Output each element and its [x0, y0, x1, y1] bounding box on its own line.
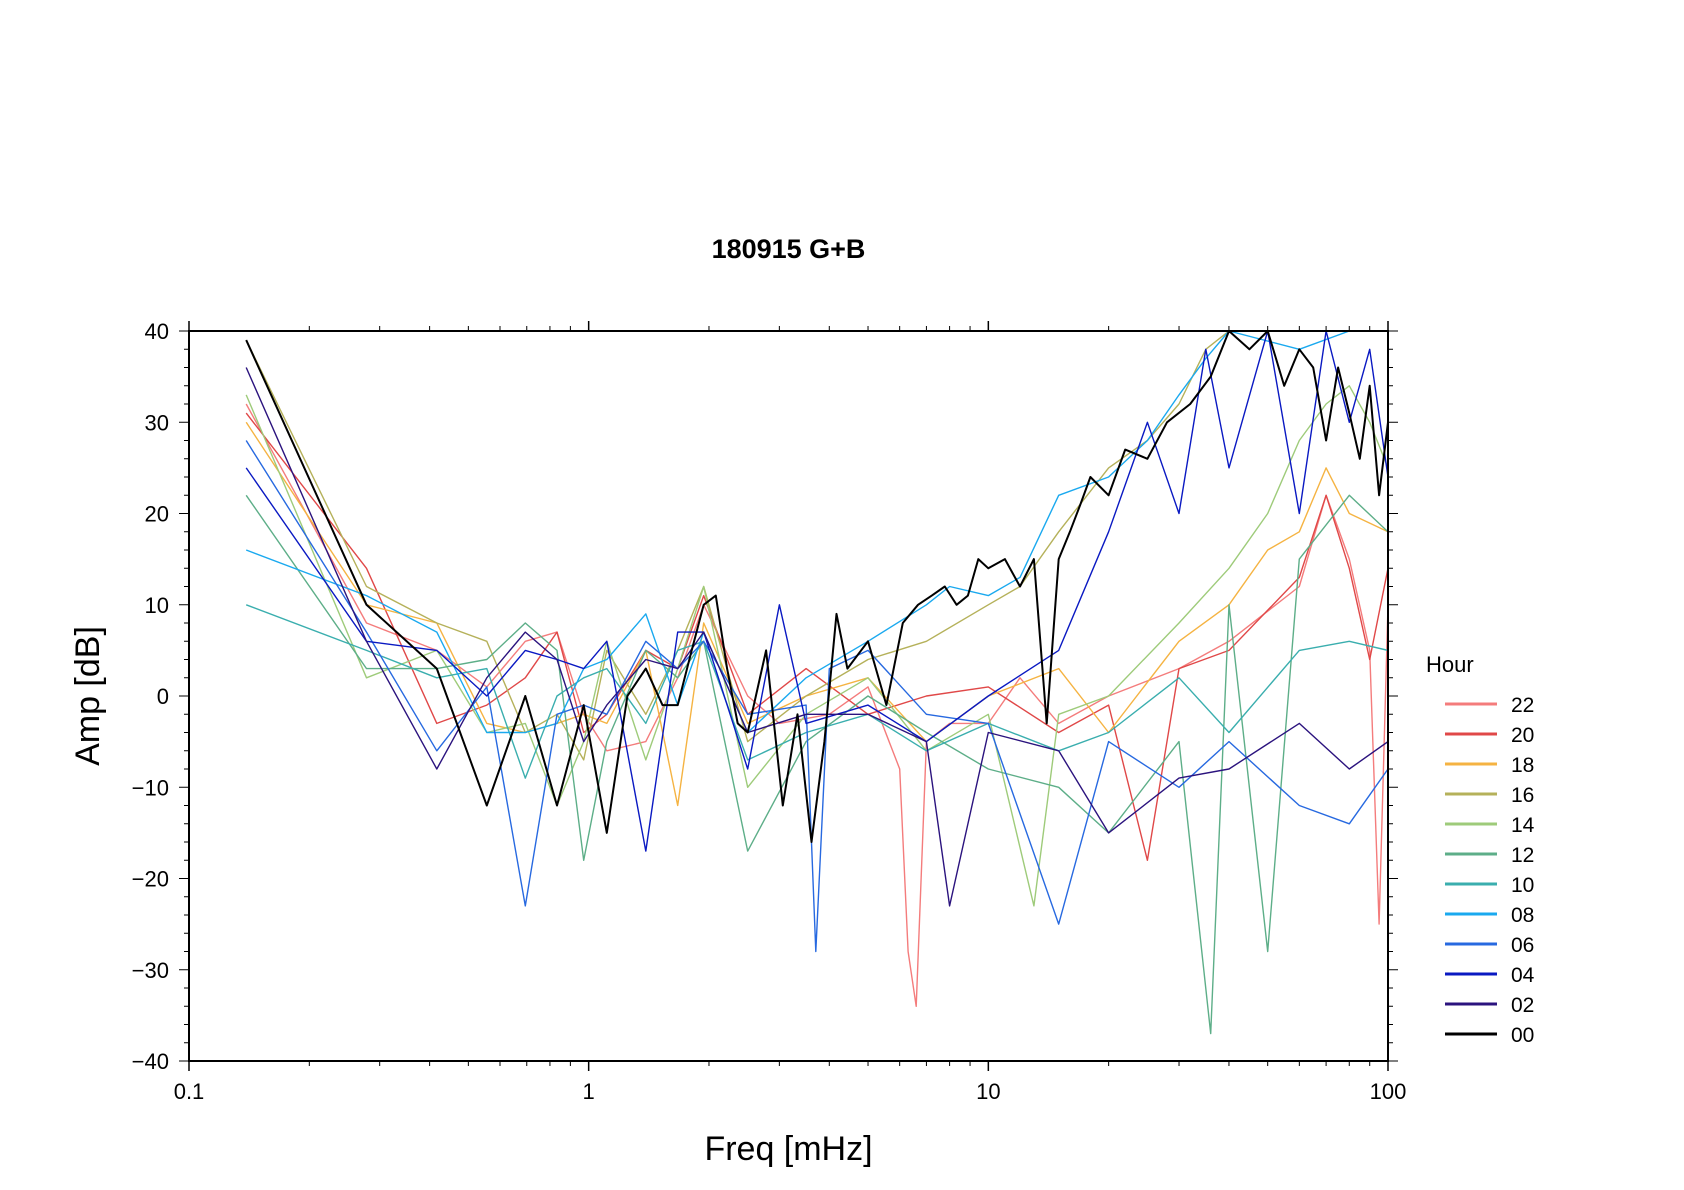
series-line-02	[245, 367, 1388, 907]
y-axis-label: Amp [dB]	[69, 626, 107, 766]
series-line-10	[245, 604, 1388, 779]
legend-label-06: 06	[1511, 934, 1534, 957]
chart-title: 180915 G+B	[712, 234, 866, 264]
y-tick-label: 40	[145, 319, 169, 344]
series-line-12	[245, 494, 1388, 1035]
y-tick-label: 0	[157, 684, 169, 709]
y-tick-label: 10	[145, 593, 169, 618]
y-tick-label: −10	[132, 775, 169, 800]
series-line-18	[245, 421, 1388, 807]
series-line-16	[245, 331, 1388, 761]
plot-frame	[188, 330, 1389, 1062]
series-line-04	[245, 331, 1388, 852]
x-axis-ticks: 0.1 1 10 100	[174, 321, 1407, 1104]
y-tick-label: −40	[132, 1049, 169, 1074]
series-line-20	[245, 412, 1388, 861]
series-line-08	[245, 331, 1388, 734]
y-axis-ticks: −40 −30 −20 −10 0 10 20 30 40	[132, 319, 1398, 1074]
series-layer	[245, 331, 1388, 1035]
legend-label-04: 04	[1511, 964, 1535, 987]
legend-label-20: 20	[1511, 724, 1534, 747]
legend-label-08: 08	[1511, 904, 1534, 927]
x-tick-label: 1	[583, 1079, 595, 1104]
x-tick-label: 0.1	[174, 1079, 205, 1104]
legend-label-02: 02	[1511, 994, 1534, 1017]
y-tick-label: 30	[145, 410, 169, 435]
legend-label-00: 00	[1511, 1024, 1534, 1047]
x-axis-label: Freq [mHz]	[704, 1130, 872, 1168]
series-line-14	[245, 385, 1388, 907]
legend-label-22: 22	[1511, 694, 1534, 717]
legend-label-18: 18	[1511, 754, 1534, 777]
legend-label-14: 14	[1511, 814, 1535, 837]
legend-title: Hour	[1426, 652, 1474, 677]
y-tick-label: 20	[145, 502, 169, 527]
series-line-22	[245, 403, 1388, 1007]
series-line-06	[245, 440, 1388, 953]
series-line-00	[245, 331, 1388, 843]
x-tick-label: 100	[1370, 1079, 1407, 1104]
y-tick-label: −30	[132, 958, 169, 983]
y-tick-label: −20	[132, 867, 169, 892]
legend-label-16: 16	[1511, 784, 1534, 807]
legend-label-12: 12	[1511, 844, 1534, 867]
x-tick-label: 10	[976, 1079, 1000, 1104]
legend: Hour 22 20 18 16 14 12 10 08 06 04 02 00	[1426, 652, 1535, 1047]
legend-label-10: 10	[1511, 874, 1534, 897]
